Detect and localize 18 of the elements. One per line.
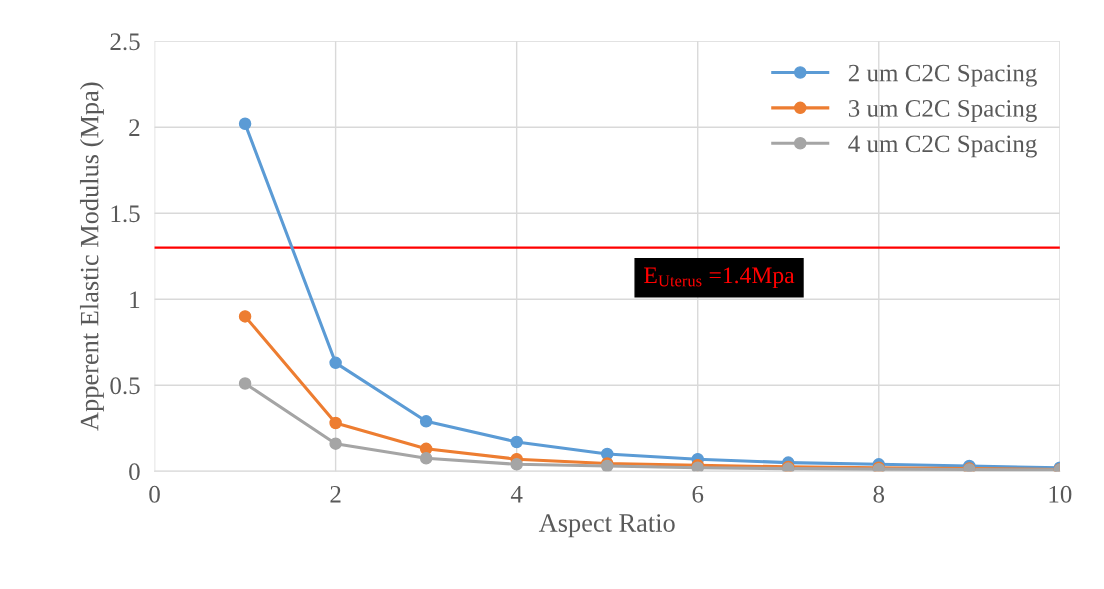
legend-label: 2 um C2C Spacing (848, 64, 1037, 87)
x-tick-label: 8 (873, 485, 885, 503)
y-axis-title: Apperent Elastic Modulus (Mpa) (79, 82, 104, 431)
x-tick-label: 0 (149, 485, 160, 503)
x-tick-label: 4 (510, 485, 523, 503)
y-tick-label: 1 (130, 291, 140, 308)
x-tick-label: 10 (1049, 485, 1072, 503)
y-tick-label: 2 (129, 119, 140, 136)
x-tick-label: 2 (330, 485, 341, 503)
x-axis-title: Aspect Ratio (538, 514, 675, 538)
y-tick-label: 2.5 (110, 33, 140, 51)
x-tick-label: 6 (692, 485, 704, 503)
y-tick-label: 0.5 (110, 377, 140, 395)
y-tick-label: 1.5 (111, 205, 140, 223)
legend-label: 4 um C2C Spacing (848, 135, 1037, 158)
legend-label: 3 um C2C Spacing (848, 100, 1037, 123)
annotation: E$_{Uterus}$ =1.4Mpa (644, 267, 795, 289)
y-tick-label: 0 (129, 463, 140, 481)
